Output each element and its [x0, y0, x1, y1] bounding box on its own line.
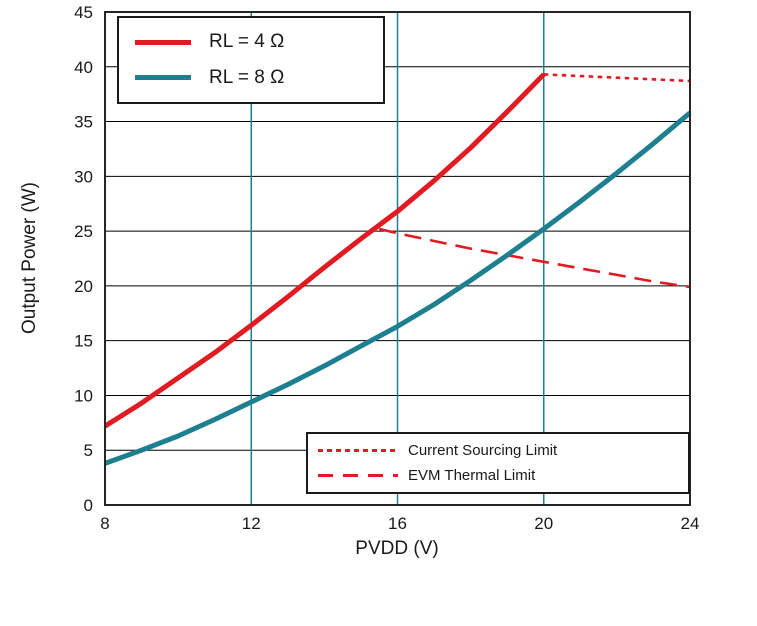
rl8-line-icon — [135, 75, 191, 81]
legend-label-current-sourcing: Current Sourcing Limit — [408, 442, 558, 459]
legend-label-evm-thermal: EVM Thermal Limit — [408, 467, 536, 484]
svg-text:24: 24 — [681, 514, 700, 533]
legend-limits: Current Sourcing Limit EVM Thermal Limit — [306, 432, 690, 494]
svg-text:45: 45 — [74, 3, 93, 22]
svg-text:30: 30 — [74, 167, 93, 186]
legend-label-rl4: RL = 4 Ω — [209, 31, 285, 53]
rl4-line-icon — [135, 39, 191, 45]
svg-text:20: 20 — [74, 277, 93, 296]
svg-text:35: 35 — [74, 113, 93, 132]
legend-row-rl8: RL = 8 Ω — [135, 67, 383, 89]
svg-text:20: 20 — [534, 514, 553, 533]
svg-text:25: 25 — [74, 222, 93, 241]
y-axis-title: Output Power (W) — [19, 181, 40, 335]
svg-text:16: 16 — [388, 514, 407, 533]
svg-text:10: 10 — [74, 386, 93, 405]
gridlines — [105, 12, 690, 505]
evm-thermal-line-icon — [318, 474, 398, 477]
legend-label-rl8: RL = 8 Ω — [209, 66, 285, 88]
legend-row-evm-thermal: EVM Thermal Limit — [318, 467, 688, 484]
series-lines — [103, 72, 692, 466]
legend-series: RL = 4 Ω RL = 8 Ω — [117, 16, 385, 104]
tick-labels: 8 12 16 20 24 0 5 10 15 20 25 30 35 40 45 — [74, 3, 699, 533]
svg-text:15: 15 — [74, 332, 93, 351]
svg-text:0: 0 — [84, 496, 93, 515]
x-axis-title: PVDD (V) — [355, 538, 439, 559]
current-sourcing-line-icon — [318, 449, 398, 452]
legend-row-current-sourcing: Current Sourcing Limit — [318, 442, 688, 459]
plot-frame — [104, 11, 691, 506]
svg-text:12: 12 — [242, 514, 261, 533]
svg-text:40: 40 — [74, 58, 93, 77]
svg-text:5: 5 — [84, 441, 93, 460]
legend-row-rl4: RL = 4 Ω — [135, 31, 383, 53]
svg-text:8: 8 — [100, 514, 109, 533]
